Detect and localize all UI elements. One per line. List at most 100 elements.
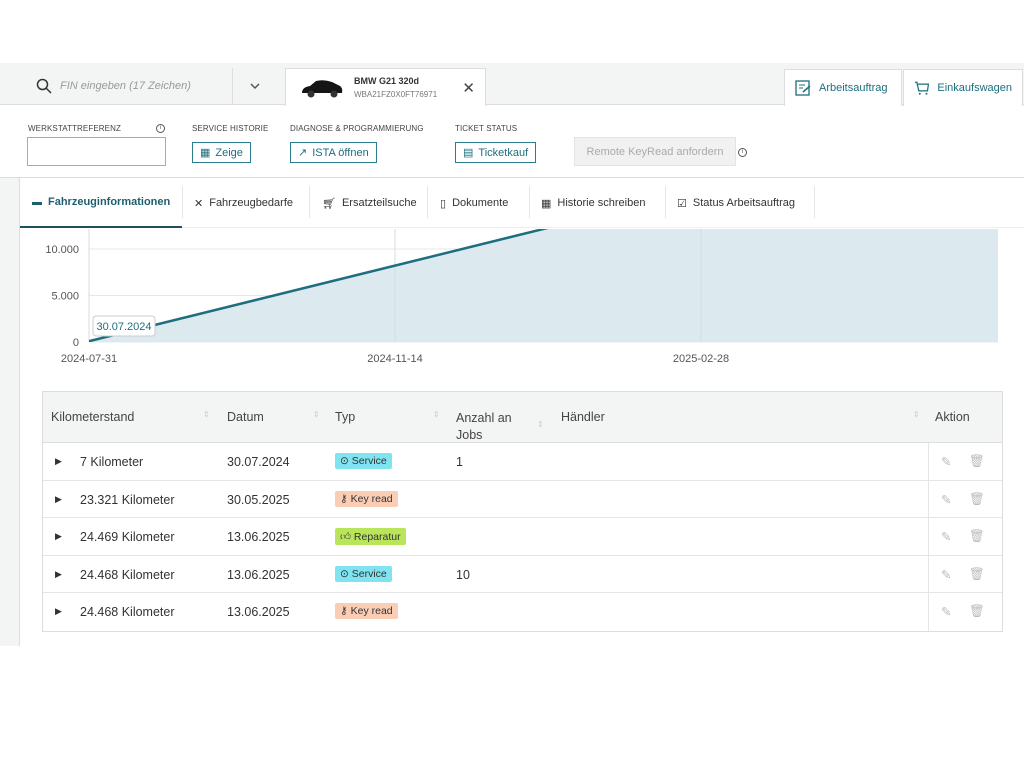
- y-tick-label: 0: [73, 337, 79, 349]
- zeige-label: Zeige: [215, 146, 243, 159]
- info-icon[interactable]: i: [738, 148, 747, 157]
- delete-icon[interactable]: 🗑︎: [969, 529, 985, 544]
- type-icon: ⚷: [340, 605, 348, 618]
- tab-label: Dokumente: [452, 197, 509, 209]
- type-icon: ⚷: [340, 492, 348, 505]
- delete-icon[interactable]: 🗑︎: [969, 604, 985, 619]
- type-badge: ⚷ Key read: [335, 603, 398, 620]
- sort-icon[interactable]: ⇕: [313, 410, 320, 419]
- sort-icon[interactable]: ⇕: [537, 420, 544, 429]
- kilometerstand-cell: 23.321 Kilometer: [80, 492, 175, 507]
- tab-ersatzteilsuche[interactable]: 🛒︎ Ersatzteilsuche: [310, 178, 429, 228]
- tab-fahrzeugbedarfe[interactable]: ✕ Fahrzeugbedarfe: [182, 178, 305, 228]
- col-datum[interactable]: Datum: [227, 410, 264, 424]
- document-icon: ▯: [440, 197, 447, 210]
- work-order-icon: ☑: [677, 197, 687, 210]
- tab-status-arbeitsauftrag[interactable]: ☑ Status Arbeitsauftrag: [665, 178, 807, 228]
- history-icon: ▦: [541, 197, 552, 210]
- expand-row-icon[interactable]: ▶: [55, 606, 62, 617]
- expand-row-icon[interactable]: ▶: [55, 493, 62, 504]
- col-haendler[interactable]: Händler: [561, 410, 605, 424]
- edit-icon[interactable]: ✎: [941, 530, 952, 545]
- action-cell: ✎ 🗑︎: [928, 593, 1003, 631]
- col-kilometerstand[interactable]: Kilometerstand: [51, 410, 135, 424]
- tab-einkaufswagen[interactable]: Einkaufswagen: [903, 69, 1023, 106]
- type-icon: ⊙: [340, 455, 349, 467]
- x-tick-label: 2024-11-14: [367, 353, 422, 365]
- sort-icon[interactable]: ⇕: [433, 410, 440, 419]
- type-badge: ⚷ Key read: [335, 490, 398, 507]
- remote-keyread-button: Remote KeyRead anfordern: [574, 137, 736, 166]
- vehicle-vin: WBA21FZ0X0FT76971: [354, 90, 438, 99]
- delete-icon[interactable]: 🗑︎: [969, 454, 985, 468]
- datum-cell: 30.05.2025: [227, 492, 290, 507]
- tab-arbeitsauftrag[interactable]: Arbeitsauftrag: [784, 69, 902, 106]
- area-fill: [89, 229, 998, 342]
- zeige-button[interactable]: ▦ Zeige: [192, 142, 251, 163]
- divider: [0, 177, 1024, 178]
- tab-historie-schreiben[interactable]: ▦ Historie schreiben: [529, 178, 657, 228]
- sort-icon[interactable]: ⇕: [913, 410, 920, 419]
- edit-icon[interactable]: ✎: [941, 455, 952, 469]
- vehicle-model: BMW G21 320d: [354, 76, 420, 86]
- action-cell: ✎ 🗑︎: [928, 518, 1003, 555]
- delete-icon[interactable]: 🗑︎: [969, 566, 985, 581]
- vehicle-tab[interactable]: BMW G21 320d WBA21FZ0X0FT76971 ✕: [285, 68, 486, 106]
- datum-cell: 13.06.2025: [227, 605, 290, 620]
- kilometerstand-cell: 7 Kilometer: [80, 455, 144, 469]
- table-row: ▶ 23.321 Kilometer 30.05.2025 ⚷ Key read…: [43, 480, 1003, 519]
- mileage-chart: 0 5.000 10.000 2024-07-31 2024-11-14 2025-02-…: [45, 229, 998, 365]
- type-icon: 👍︎: [340, 531, 351, 544]
- werkstattreferenz-input[interactable]: [27, 137, 166, 166]
- tab-bar: ▬ Fahrzeuginformationen ✕ Fahrzeugbedarfe …: [20, 178, 1024, 228]
- type-badge: ⊙ Service: [335, 565, 392, 582]
- expand-row-icon[interactable]: ▶: [55, 568, 62, 579]
- tab-dokumente[interactable]: ▯ Dokumente: [428, 178, 520, 228]
- car-image-icon: [302, 79, 343, 97]
- tab-label: Historie schreiben: [557, 197, 646, 209]
- expand-row-icon[interactable]: ▶: [55, 456, 62, 466]
- search-placeholder: FIN eingeben (17 Zeichen): [60, 80, 191, 92]
- data-point: [89, 341, 90, 342]
- calendar-icon: ▦: [200, 147, 211, 159]
- tab-label: Status Arbeitsauftrag: [692, 197, 795, 209]
- datum-cell: 13.06.2025: [227, 530, 290, 545]
- mileage-table: Kilometerstand ⇕ Datum ⇕ Typ ⇕ Anzahl an Jo…: [42, 391, 1003, 632]
- sort-icon[interactable]: ⇕: [203, 410, 210, 419]
- type-icon: ⊙: [340, 567, 349, 580]
- col-anzahl-jobs[interactable]: Anzahl an Jobs: [456, 411, 512, 442]
- col-typ[interactable]: Typ: [335, 410, 356, 424]
- search-icon: [36, 78, 52, 94]
- werkstattreferenz-label: WERKSTATTREFERENZ: [28, 124, 121, 133]
- ista-button[interactable]: ↗ ISTA öffnen: [290, 142, 377, 163]
- tooltip-text: 30.07.2024: [96, 321, 151, 333]
- edit-icon[interactable]: ✎: [941, 492, 952, 507]
- info-icon[interactable]: i: [156, 124, 165, 133]
- table-row: ▶ 24.469 Kilometer 13.06.2025 👍︎ Reparat…: [43, 518, 1002, 556]
- x-tick-label: 2024-07-31: [61, 353, 117, 365]
- ticket-status-label: TICKET STATUS: [455, 124, 518, 133]
- edit-icon[interactable]: ✎: [941, 567, 952, 582]
- datum-cell: 30.07.2024: [227, 455, 290, 469]
- cart-icon: 🛒︎: [322, 197, 336, 210]
- y-tick-label: 10.000: [45, 244, 79, 256]
- car-icon: ▬: [32, 196, 42, 208]
- tab-label: Fahrzeuginformationen: [48, 196, 171, 208]
- tab-fahrzeuginformationen[interactable]: ▬ Fahrzeuginformationen: [20, 178, 182, 228]
- tab-label: Fahrzeugbedarfe: [209, 197, 293, 209]
- ista-label: ISTA öffnen: [312, 146, 369, 159]
- chevron-down-icon[interactable]: [234, 68, 276, 104]
- action-cell: ✎ 🗑︎: [928, 480, 1003, 518]
- close-icon[interactable]: ✕: [462, 80, 475, 97]
- fin-search-input[interactable]: FIN eingeben (17 Zeichen): [28, 68, 233, 104]
- delete-icon[interactable]: 🗑︎: [969, 491, 985, 506]
- y-tick-label: 5.000: [51, 291, 79, 303]
- jobs-cell: 10: [456, 567, 470, 582]
- action-cell: ✎ 🗑︎: [928, 555, 1003, 593]
- type-label: Service: [351, 567, 387, 580]
- table-row: ▶ 7 Kilometer 30.07.2024 ⊙ Service 1 ✎ 🗑︎: [43, 443, 1002, 481]
- expand-row-icon[interactable]: ▶: [55, 531, 62, 542]
- edit-icon[interactable]: ✎: [941, 605, 952, 620]
- jobs-cell: 1: [456, 455, 463, 469]
- ticketkauf-button[interactable]: ▤ Ticketkauf: [455, 142, 537, 163]
